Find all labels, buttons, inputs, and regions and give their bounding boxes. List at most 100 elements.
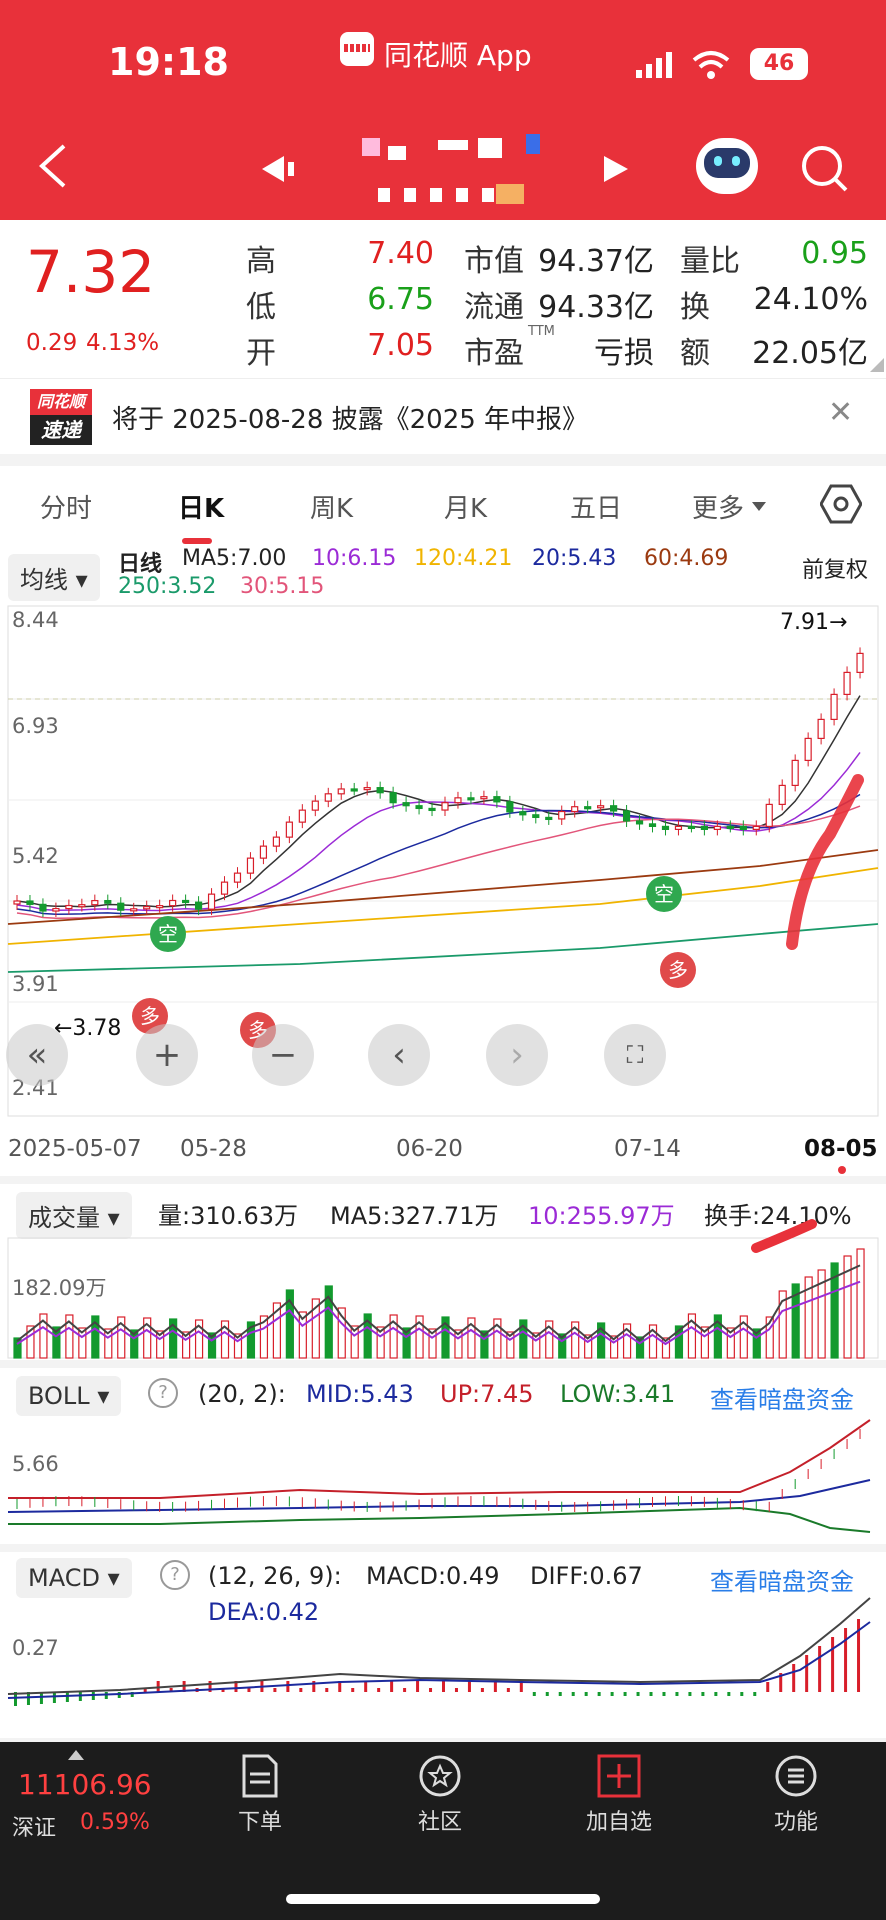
tab-monthly-k[interactable]: 月K <box>444 494 488 524</box>
express-logo-icon: 同花顺 速递 <box>30 389 92 445</box>
tab-weekly-k[interactable]: 周K <box>310 494 354 524</box>
battery-icon: 46 <box>750 48 808 80</box>
signal-long-1[interactable]: 多 <box>132 998 168 1034</box>
y-label-4: 3.91 <box>12 972 59 996</box>
value-amount: 22.05亿 <box>752 336 868 371</box>
functions-button[interactable]: 功能 <box>756 1754 836 1836</box>
active-tab-indicator <box>182 538 212 544</box>
zoom-out-button[interactable]: − <box>252 1024 314 1086</box>
boll-mid: MID:5.43 <box>306 1380 414 1408</box>
menu-circle-icon <box>775 1755 817 1797</box>
volume-indicator-selector[interactable]: 成交量 ▾ <box>16 1192 132 1239</box>
macd-panel[interactable]: MACD ▾ ? (12, 26, 9): MACD:0.49 DIFF:0.6… <box>0 1552 886 1738</box>
high-mark: 7.91→ <box>780 610 848 635</box>
label-amount: 额 <box>680 336 710 371</box>
signal-long-3[interactable]: 多 <box>660 952 696 988</box>
add-watchlist-button[interactable]: 加自选 <box>574 1754 664 1836</box>
label-volume-ratio: 量比 <box>680 244 740 279</box>
pan-left-button[interactable]: ‹ <box>368 1024 430 1086</box>
prev-stock-button[interactable] <box>262 154 302 188</box>
label-open: 开 <box>246 336 276 371</box>
signal-short-1[interactable]: 空 <box>150 916 186 952</box>
next-stock-button[interactable] <box>600 154 630 188</box>
value-high: 7.40 <box>367 236 434 271</box>
star-circle-icon <box>419 1755 461 1797</box>
kline-indicator-selector[interactable]: 均线 ▾ <box>8 554 100 601</box>
zoom-in-button[interactable]: + <box>136 1024 198 1086</box>
label-float-cap: 流通 <box>464 290 524 325</box>
boll-panel[interactable]: BOLL ▾ ? (20, 2): MID:5.43 UP:7.45 LOW:3… <box>0 1368 886 1544</box>
macd-dea: DEA:0.42 <box>208 1598 320 1626</box>
zoom-fast-back-button[interactable]: « <box>6 1024 68 1086</box>
boll-low: LOW:3.41 <box>560 1380 676 1408</box>
tab-daily-k[interactable]: 日K <box>178 494 225 524</box>
legend-ma120: 120:4.21 <box>414 546 513 571</box>
value-open: 7.05 <box>367 328 434 363</box>
annotation-stroke <box>786 774 864 950</box>
kline-svg <box>7 605 879 1117</box>
tab-timeshare[interactable]: 分时 <box>40 494 93 524</box>
macd-y-label: 0.27 <box>12 1636 59 1660</box>
boll-y-label: 5.66 <box>12 1452 59 1476</box>
document-icon <box>242 1754 278 1798</box>
y-label-2: 6.93 <box>12 714 59 738</box>
close-icon[interactable]: ✕ <box>828 395 854 430</box>
volume-panel[interactable]: 成交量 ▾ 量:310.63万 MA5:327.71万 10:255.97万 换… <box>0 1184 886 1360</box>
chevron-down-icon <box>752 502 766 511</box>
macd-dark-pool-link[interactable]: 查看暗盘资金 <box>710 1568 854 1596</box>
boll-up: UP:7.45 <box>440 1380 534 1408</box>
legend-ma30: 30:5.15 <box>240 574 325 599</box>
legend-ma10: 10:6.15 <box>312 546 397 571</box>
fullscreen-button[interactable]: ⛶ <box>604 1024 666 1086</box>
triangle-left-icon <box>262 156 294 182</box>
expand-corner-icon[interactable] <box>870 358 884 372</box>
low-mark: ←3.78 <box>54 1016 122 1041</box>
current-date-dot <box>838 1166 846 1174</box>
date-2: 05-28 <box>180 1136 247 1162</box>
macd-diff: DIFF:0.67 <box>530 1562 643 1590</box>
order-button[interactable]: 下单 <box>220 1754 300 1836</box>
y-label-1: 8.44 <box>12 608 59 632</box>
value-pe: 亏损 <box>594 336 654 371</box>
boll-params: (20, 2): <box>198 1380 286 1408</box>
tab-more[interactable]: 更多 <box>692 494 745 524</box>
value-float-cap: 94.33亿 <box>538 290 654 325</box>
help-icon[interactable]: ? <box>160 1560 190 1590</box>
legend-ma5: MA5:7.00 <box>182 546 287 571</box>
date-3: 06-20 <box>396 1136 463 1162</box>
value-turnover: 24.10% <box>753 282 868 317</box>
wifi-icon <box>692 50 730 84</box>
back-button[interactable] <box>38 144 68 192</box>
label-turnover: 换 <box>680 290 710 325</box>
home-indicator <box>286 1894 600 1904</box>
boll-indicator-selector[interactable]: BOLL ▾ <box>16 1376 122 1416</box>
settings-button[interactable] <box>819 484 863 528</box>
boll-dark-pool-link[interactable]: 查看暗盘资金 <box>710 1386 854 1414</box>
label-low: 低 <box>246 290 276 325</box>
kline-chart[interactable]: 8.44 6.93 5.42 3.91 2.41 7.91→ ←3.78 空 空… <box>0 604 886 1124</box>
label-pe: 市盈 <box>464 336 524 371</box>
value-low: 6.75 <box>367 282 434 317</box>
help-icon[interactable]: ? <box>148 1378 178 1408</box>
status-bar: 19:18 同花顺 App 46 <box>0 0 886 110</box>
pan-right-button[interactable]: › <box>486 1024 548 1086</box>
y-label-3: 5.42 <box>12 844 59 868</box>
boll-svg <box>7 1419 871 1533</box>
value-volume-ratio: 0.95 <box>801 236 868 271</box>
index-value[interactable]: 11106.96 <box>18 1768 152 1801</box>
community-button[interactable]: 社区 <box>400 1754 480 1836</box>
volume-turnover: 换手:24.10% <box>704 1202 852 1230</box>
adjust-mode[interactable]: 前复权 <box>802 558 869 583</box>
volume-value: 量:310.63万 <box>158 1202 299 1230</box>
add-square-icon <box>597 1754 641 1798</box>
search-button[interactable] <box>800 144 850 198</box>
app-logo-icon <box>340 32 374 66</box>
macd-svg <box>7 1597 871 1706</box>
volume-y-label: 182.09万 <box>12 1276 107 1300</box>
tab-five-day[interactable]: 五日 <box>570 494 623 524</box>
notice-bar[interactable]: 同花顺 速递 将于 2025-08-28 披露《2025 年中报》 ✕ <box>0 378 886 454</box>
label-market-cap: 市值 <box>464 244 524 279</box>
signal-short-2[interactable]: 空 <box>646 876 682 912</box>
robot-assistant-icon[interactable] <box>696 138 758 194</box>
macd-indicator-selector[interactable]: MACD ▾ <box>16 1558 132 1598</box>
